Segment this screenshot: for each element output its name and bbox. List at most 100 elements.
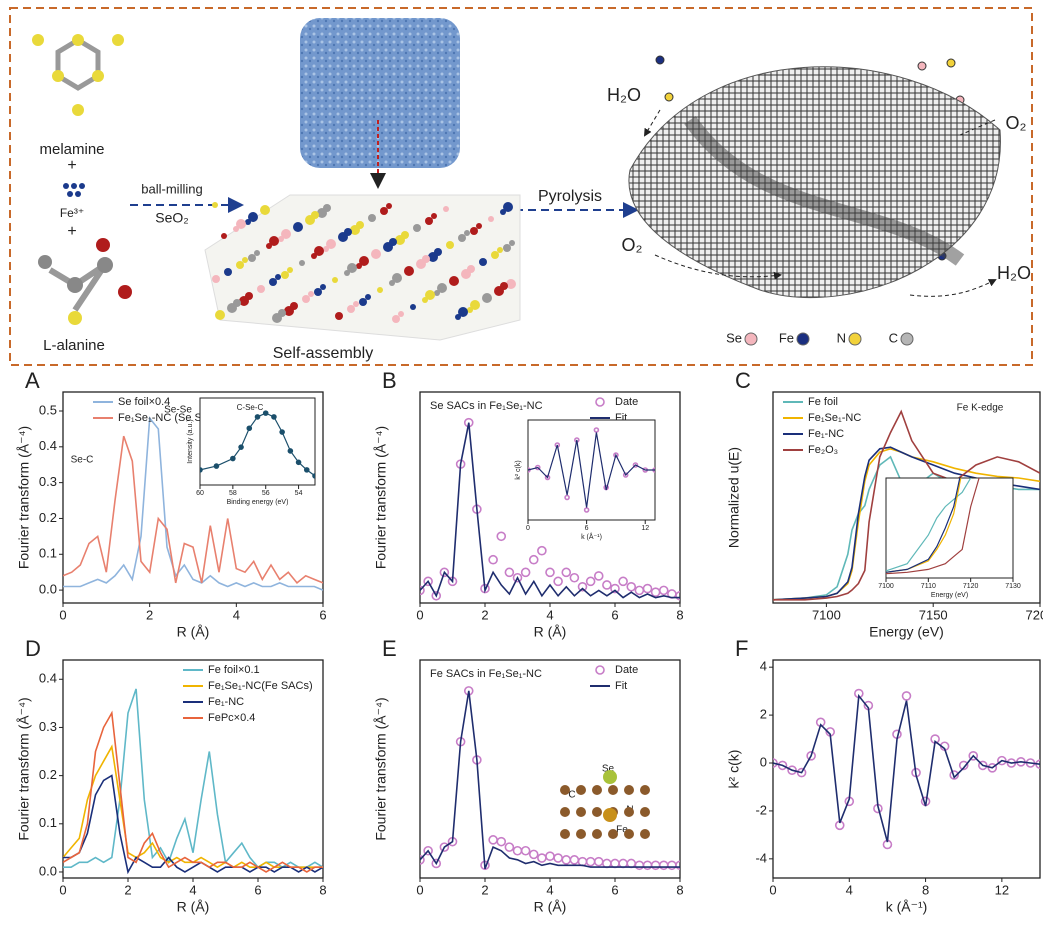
schematic-label: H₂O bbox=[607, 85, 641, 105]
atom bbox=[401, 231, 409, 239]
atom bbox=[592, 785, 602, 795]
atom bbox=[314, 246, 324, 256]
legend-swatch bbox=[901, 333, 913, 345]
legend-label: Date bbox=[615, 396, 638, 408]
atom bbox=[404, 266, 414, 276]
x-tick-label: 6 bbox=[585, 525, 589, 532]
dopant bbox=[656, 56, 664, 64]
panel-label: A bbox=[25, 368, 40, 393]
atom bbox=[422, 255, 430, 263]
chart: 02468R (Å)Fourier transform (Å⁻⁴)EFe SAC… bbox=[373, 636, 684, 915]
x-tick-label: 58 bbox=[229, 490, 237, 497]
annotation: C-Se-C bbox=[237, 403, 264, 412]
atom bbox=[293, 222, 303, 232]
data-point bbox=[595, 858, 603, 866]
atom bbox=[482, 293, 492, 303]
atom bbox=[314, 288, 322, 296]
atom bbox=[458, 307, 468, 317]
data-point bbox=[546, 852, 554, 860]
y-tick-label: 0.0 bbox=[39, 863, 57, 878]
atom bbox=[323, 204, 331, 212]
atom bbox=[470, 227, 478, 235]
x-tick-label: 0 bbox=[769, 882, 776, 897]
data-point bbox=[198, 468, 202, 472]
atom bbox=[308, 291, 314, 297]
x-tick-label: 6 bbox=[611, 882, 618, 897]
plot-area bbox=[416, 687, 684, 869]
atom bbox=[576, 829, 586, 839]
plot-area bbox=[63, 689, 323, 872]
data-point bbox=[505, 843, 513, 851]
atom bbox=[320, 284, 326, 290]
chart: 024680.00.10.20.30.4R (Å)Fourier transfo… bbox=[16, 636, 327, 915]
data-point bbox=[644, 585, 652, 593]
atom bbox=[281, 271, 289, 279]
atom bbox=[365, 294, 371, 300]
atom bbox=[380, 207, 388, 215]
x-tick-label: 7150 bbox=[919, 607, 948, 622]
schematic-label: O₂ bbox=[1006, 113, 1027, 133]
plot-frame bbox=[63, 660, 323, 878]
x-axis-label: R (Å) bbox=[534, 624, 567, 640]
atom bbox=[392, 315, 400, 323]
atom bbox=[347, 305, 355, 313]
atom bbox=[212, 275, 220, 283]
data-point bbox=[579, 858, 587, 866]
atom bbox=[434, 248, 442, 256]
y-axis-label: Fourier transform (Å⁻⁴) bbox=[16, 426, 32, 569]
atom bbox=[425, 290, 435, 300]
data-point bbox=[554, 577, 562, 585]
schematic-label: Pyrolysis bbox=[538, 188, 602, 205]
data-point bbox=[489, 556, 497, 564]
atom bbox=[248, 212, 258, 222]
annotation: Fe K-edge bbox=[957, 403, 1004, 414]
atom bbox=[278, 309, 286, 317]
carbon-sheet bbox=[629, 67, 1001, 298]
y-tick-label: 4 bbox=[760, 659, 767, 674]
y-tick-label: -4 bbox=[755, 850, 767, 865]
legend-label: Fe foil bbox=[808, 396, 838, 408]
data-point bbox=[522, 568, 530, 576]
atom bbox=[479, 258, 487, 266]
series-line bbox=[773, 696, 1040, 842]
inset-background bbox=[886, 478, 1013, 578]
x-tick-label: 6 bbox=[319, 607, 326, 622]
data-point bbox=[660, 861, 668, 869]
atom bbox=[236, 261, 244, 269]
x-tick-label: 7100 bbox=[878, 583, 894, 590]
data-point bbox=[256, 415, 260, 419]
legend-label: Fe₁Se₁-NC bbox=[808, 412, 861, 424]
x-axis-label: Energy (eV) bbox=[869, 624, 944, 640]
data-point bbox=[522, 847, 530, 855]
atom bbox=[624, 785, 634, 795]
atom bbox=[413, 224, 421, 232]
x-axis-label: Binding energy (eV) bbox=[227, 499, 289, 506]
x-tick-label: 0 bbox=[526, 525, 530, 532]
data-point bbox=[603, 581, 611, 589]
structure-inset bbox=[560, 770, 650, 839]
x-tick-label: 7130 bbox=[1005, 583, 1021, 590]
legend-label: FePc×0.4 bbox=[208, 712, 255, 724]
data-point bbox=[603, 859, 611, 867]
atom bbox=[640, 785, 650, 795]
x-tick-label: 0 bbox=[416, 882, 423, 897]
figure: melamine+Fe³⁺+L-alanineball-millingSeO₂P… bbox=[0, 0, 1043, 934]
x-tick-label: 2 bbox=[146, 607, 153, 622]
data-point bbox=[280, 430, 284, 434]
atom bbox=[608, 829, 618, 839]
data-point bbox=[652, 861, 660, 869]
legend-label: Fe₂O₃ bbox=[808, 444, 838, 456]
legend-label: C bbox=[889, 330, 898, 345]
data-point bbox=[305, 468, 309, 472]
legend-swatch bbox=[596, 398, 604, 406]
schematic-label: + bbox=[67, 223, 76, 240]
chart: 60585654Binding energy (eV)Intensity (a.… bbox=[187, 398, 317, 506]
panel-label: F bbox=[735, 636, 748, 661]
atom bbox=[497, 247, 503, 253]
data-point bbox=[554, 854, 562, 862]
x-tick-label: 0 bbox=[416, 607, 423, 622]
data-point bbox=[627, 583, 635, 591]
x-axis-label: k (Å⁻¹) bbox=[581, 532, 602, 541]
y-tick-label: -2 bbox=[755, 802, 767, 817]
legend-swatch bbox=[745, 333, 757, 345]
